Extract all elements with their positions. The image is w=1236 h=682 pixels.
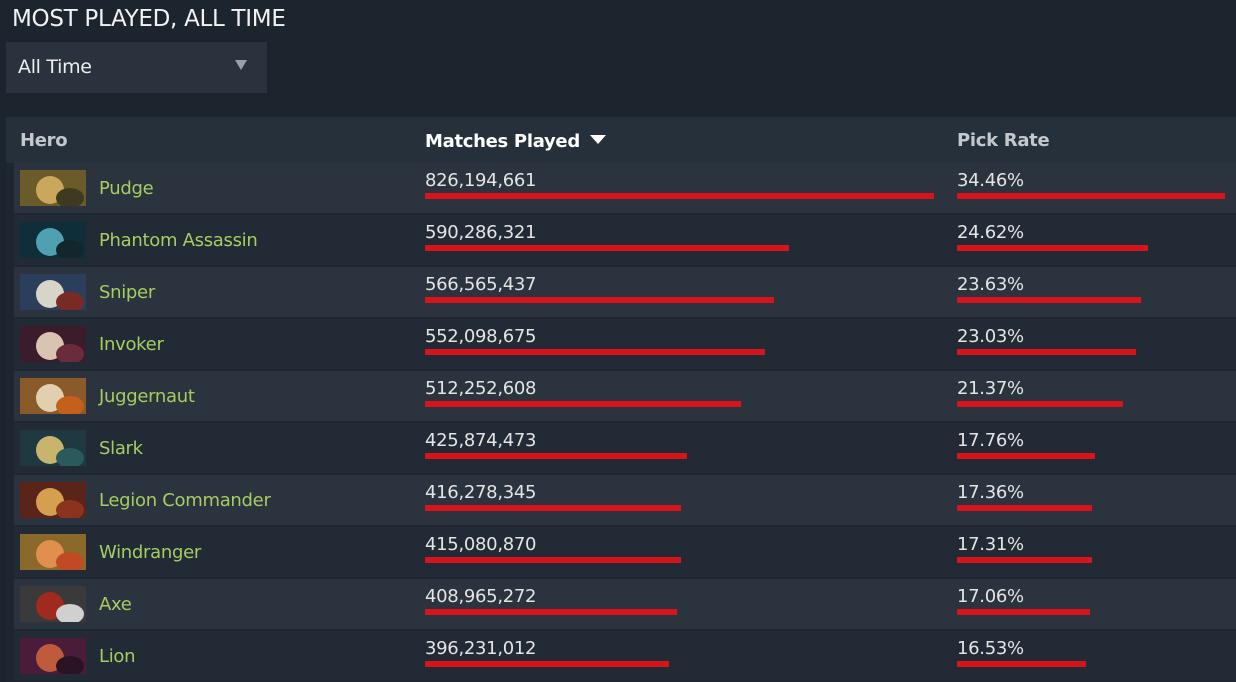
- time-range-selected-value: All Time: [18, 56, 92, 78]
- pick-rate-bar: [957, 297, 1141, 303]
- hero-name-link[interactable]: Invoker: [99, 334, 164, 355]
- matches-played-value: 566,565,437: [425, 274, 537, 295]
- matches-played-bar: [425, 245, 789, 251]
- pick-rate-bar: [957, 505, 1092, 511]
- column-header-matches-label: Matches Played: [425, 131, 580, 152]
- matches-played-bar: [425, 453, 687, 459]
- hero-name-link[interactable]: Windranger: [99, 542, 201, 563]
- pick-rate-value: 17.31%: [957, 534, 1024, 555]
- pick-rate-bar: [957, 453, 1095, 459]
- column-header-hero-label: Hero: [20, 130, 68, 151]
- hero-name-link[interactable]: Lion: [99, 646, 136, 667]
- hero-name-link[interactable]: Phantom Assassin: [99, 230, 258, 251]
- table-row[interactable]: Lion 396,231,012 16.53%: [14, 631, 1236, 681]
- hero-portrait-image[interactable]: [20, 274, 86, 310]
- pick-rate-value: 23.63%: [957, 274, 1024, 295]
- table-row[interactable]: Phantom Assassin 590,286,321 24.62%: [14, 215, 1236, 265]
- hero-portrait-image[interactable]: [20, 534, 86, 570]
- sort-descending-icon: [589, 135, 606, 144]
- table-row[interactable]: Juggernaut 512,252,608 21.37%: [14, 371, 1236, 421]
- table-row[interactable]: Axe 408,965,272 17.06%: [14, 579, 1236, 629]
- table-row[interactable]: Legion Commander 416,278,345 17.36%: [14, 475, 1236, 525]
- hero-portrait-image[interactable]: [20, 638, 86, 674]
- hero-portrait-image[interactable]: [20, 430, 86, 466]
- hero-name-link[interactable]: Pudge: [99, 178, 154, 199]
- pick-rate-bar: [957, 349, 1136, 355]
- matches-played-bar: [425, 505, 681, 511]
- hero-name-link[interactable]: Juggernaut: [99, 386, 195, 407]
- hero-name-link[interactable]: Axe: [99, 594, 132, 615]
- hero-portrait-image[interactable]: [20, 170, 86, 206]
- pick-rate-value: 34.46%: [957, 170, 1024, 191]
- pick-rate-value: 17.76%: [957, 430, 1024, 451]
- pick-rate-bar: [957, 609, 1090, 615]
- matches-played-value: 512,252,608: [425, 378, 537, 399]
- pick-rate-bar: [957, 193, 1225, 199]
- table-header-row: Hero Matches Played Pick Rate: [6, 117, 1236, 163]
- most-played-table: Hero Matches Played Pick Rate Pudge 826,1…: [6, 117, 1236, 682]
- matches-played-value: 590,286,321: [425, 222, 537, 243]
- hero-portrait-image[interactable]: [20, 482, 86, 518]
- table-row[interactable]: Slark 425,874,473 17.76%: [14, 423, 1236, 473]
- matches-played-bar: [425, 297, 774, 303]
- pick-rate-value: 24.62%: [957, 222, 1024, 243]
- pick-rate-bar: [957, 245, 1148, 251]
- matches-played-bar: [425, 557, 681, 563]
- table-row[interactable]: Pudge 826,194,661 34.46%: [14, 163, 1236, 213]
- matches-played-value: 425,874,473: [425, 430, 537, 451]
- matches-played-bar: [425, 193, 934, 199]
- column-header-hero[interactable]: Hero: [20, 130, 68, 151]
- hero-portrait-image[interactable]: [20, 326, 86, 362]
- hero-portrait-image[interactable]: [20, 586, 86, 622]
- matches-played-value: 408,965,272: [425, 586, 537, 607]
- column-header-pick-rate-label: Pick Rate: [957, 130, 1050, 151]
- matches-played-bar: [425, 609, 677, 615]
- pick-rate-value: 21.37%: [957, 378, 1024, 399]
- pick-rate-bar: [957, 661, 1086, 667]
- matches-played-value: 396,231,012: [425, 638, 537, 659]
- pick-rate-value: 16.53%: [957, 638, 1024, 659]
- table-row[interactable]: Invoker 552,098,675 23.03%: [14, 319, 1236, 369]
- pick-rate-bar: [957, 401, 1123, 407]
- hero-name-link[interactable]: Sniper: [99, 282, 155, 303]
- matches-played-bar: [425, 401, 741, 407]
- matches-played-bar: [425, 661, 669, 667]
- pick-rate-value: 17.36%: [957, 482, 1024, 503]
- hero-name-link[interactable]: Legion Commander: [99, 490, 271, 511]
- table-row[interactable]: Sniper 566,565,437 23.63%: [14, 267, 1236, 317]
- matches-played-value: 416,278,345: [425, 482, 537, 503]
- page-title: MOST PLAYED, ALL TIME: [12, 6, 286, 32]
- matches-played-bar: [425, 349, 765, 355]
- time-range-dropdown[interactable]: All Time: [6, 42, 267, 93]
- matches-played-value: 826,194,661: [425, 170, 537, 191]
- hero-portrait-image[interactable]: [20, 378, 86, 414]
- hero-name-link[interactable]: Slark: [99, 438, 143, 459]
- table-row[interactable]: Windranger 415,080,870 17.31%: [14, 527, 1236, 577]
- column-header-matches-played[interactable]: Matches Played: [425, 131, 606, 152]
- hero-portrait-image[interactable]: [20, 222, 86, 258]
- matches-played-value: 552,098,675: [425, 326, 537, 347]
- column-header-pick-rate[interactable]: Pick Rate: [957, 130, 1050, 151]
- pick-rate-value: 23.03%: [957, 326, 1024, 347]
- chevron-down-icon: [235, 60, 247, 70]
- matches-played-value: 415,080,870: [425, 534, 537, 555]
- pick-rate-bar: [957, 557, 1092, 563]
- pick-rate-value: 17.06%: [957, 586, 1024, 607]
